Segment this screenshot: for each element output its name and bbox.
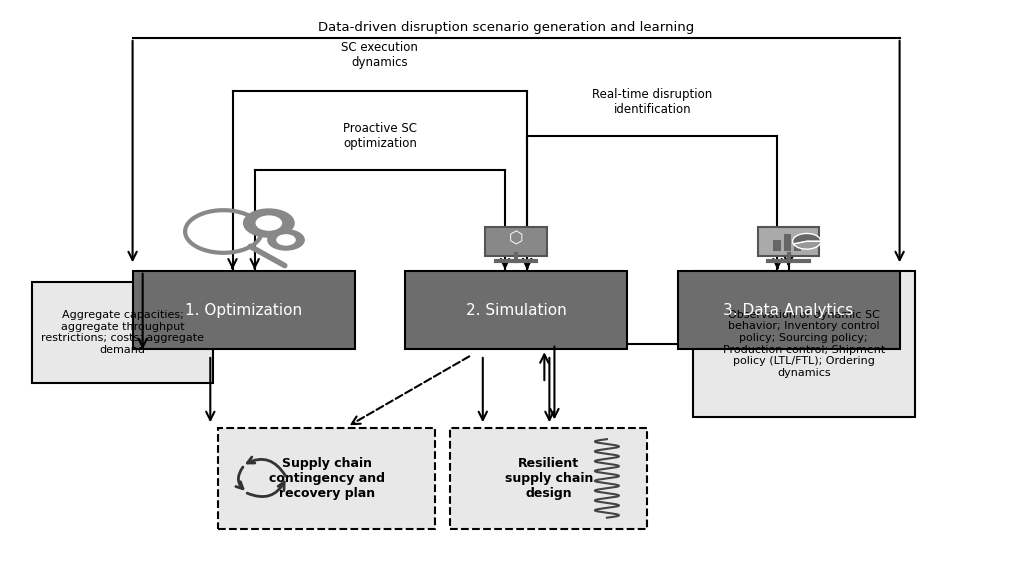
Wedge shape [792, 233, 820, 244]
Text: 1. Optimization: 1. Optimization [185, 302, 302, 318]
FancyBboxPatch shape [677, 271, 899, 349]
Text: Resilient
supply chain
design: Resilient supply chain design [504, 457, 592, 500]
Text: Aggregate capacities;
aggregate throughput
restrictions; costs; aggregate
demand: Aggregate capacities; aggregate throughp… [41, 310, 204, 355]
Text: Observation of dynamic SC
behavior; Inventory control
policy; Sourcing policy;
P: Observation of dynamic SC behavior; Inve… [722, 310, 884, 378]
Text: Supply chain
contingency and
recovery plan: Supply chain contingency and recovery pl… [269, 457, 384, 500]
FancyBboxPatch shape [218, 428, 435, 529]
FancyBboxPatch shape [31, 282, 213, 383]
FancyBboxPatch shape [692, 271, 914, 417]
FancyBboxPatch shape [772, 240, 779, 251]
Circle shape [277, 235, 295, 245]
Text: 3. Data Analytics: 3. Data Analytics [723, 302, 853, 318]
Circle shape [268, 230, 304, 250]
FancyBboxPatch shape [404, 271, 627, 349]
Text: Proactive SC
optimization: Proactive SC optimization [343, 122, 417, 150]
Circle shape [244, 209, 294, 237]
FancyBboxPatch shape [450, 428, 647, 529]
Text: Real-time disruption
identification: Real-time disruption identification [591, 89, 712, 116]
Text: 2. Simulation: 2. Simulation [465, 302, 566, 318]
Wedge shape [793, 241, 820, 249]
FancyBboxPatch shape [485, 227, 546, 255]
FancyBboxPatch shape [132, 271, 354, 349]
Text: SC execution
dynamics: SC execution dynamics [341, 41, 418, 69]
Text: ⬡: ⬡ [509, 230, 523, 248]
Text: Data-driven disruption scenario generation and learning: Data-driven disruption scenario generati… [317, 21, 694, 34]
Circle shape [256, 216, 281, 230]
FancyBboxPatch shape [757, 227, 819, 255]
FancyBboxPatch shape [793, 243, 800, 251]
FancyBboxPatch shape [783, 234, 790, 251]
